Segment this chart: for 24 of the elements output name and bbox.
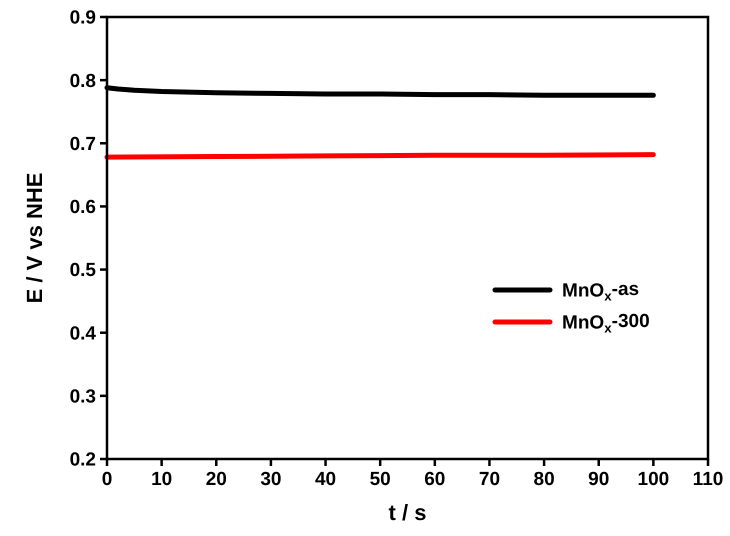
x-tick-label: 20 bbox=[206, 469, 227, 490]
x-tick-label: 110 bbox=[692, 469, 724, 490]
x-tick-label: 50 bbox=[370, 469, 391, 490]
y-tick-label: 0.3 bbox=[70, 386, 96, 408]
x-tick-label: 80 bbox=[534, 469, 555, 490]
y-tick-label: 0.2 bbox=[70, 450, 96, 471]
x-tick-label: 60 bbox=[424, 469, 446, 490]
y-tick-label: 0.9 bbox=[70, 8, 96, 29]
x-tick-label: 30 bbox=[260, 469, 282, 490]
y-tick-label: 0.7 bbox=[70, 134, 96, 155]
y-tick-label: 0.8 bbox=[70, 70, 96, 92]
x-tick-label: 40 bbox=[314, 469, 336, 490]
x-tick-label: 70 bbox=[478, 469, 500, 490]
x-tick-label: 0 bbox=[102, 469, 112, 490]
y-tick-label: 0.4 bbox=[70, 323, 96, 344]
y-axis-title: E / V vs NHE bbox=[22, 172, 47, 304]
legend-label: MnO$_{x}$-as bbox=[562, 278, 640, 304]
x-tick-label: 100 bbox=[638, 469, 670, 490]
x-tick-label: 90 bbox=[588, 469, 610, 490]
legend-label: MnO$_{x}$-300 bbox=[562, 310, 650, 336]
y-tick-label: 0.5 bbox=[70, 260, 96, 282]
y-tick-label: 0.6 bbox=[70, 197, 96, 218]
x-axis-title: t / s bbox=[388, 500, 426, 525]
x-tick-label: 10 bbox=[151, 469, 172, 490]
